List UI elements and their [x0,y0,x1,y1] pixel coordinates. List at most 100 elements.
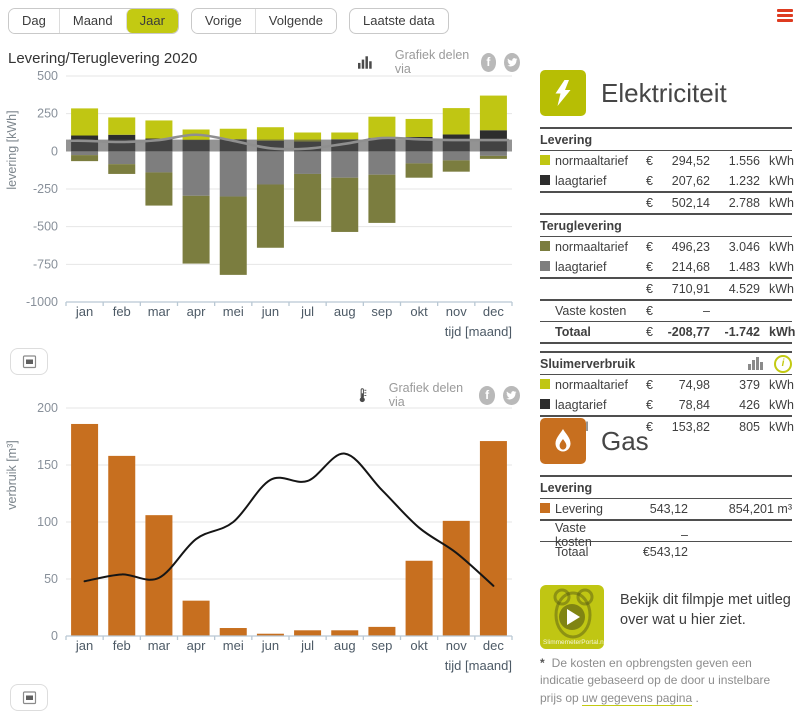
twitter-share-icon[interactable] [503,385,520,405]
view-button-dag[interactable]: Dag [9,9,59,33]
row-label: Totaal [555,325,591,339]
unit-label: kWh [769,174,794,188]
section-header: Levering [540,475,792,499]
next-button[interactable]: Volgende [254,9,337,33]
legend-swatch [540,378,555,392]
table-row: €710,91 4.529 kWh [540,277,794,301]
electricity-chart-title: Levering/Teruglevering 2020 [8,50,198,67]
table-row: Levering 543,12 854,201 m³ [540,499,792,521]
currency-symbol: € [646,174,653,188]
amount-value: 214,68 [671,260,710,274]
unit-label: kWh [769,196,794,210]
gas-panel-title: Gas [601,425,649,456]
info-icon[interactable]: i [774,354,792,373]
table-row: normaaltarief €294,52 1.556 kWh [540,151,794,171]
legend-swatch [540,240,555,254]
toolbar: Dag Maand Jaar Vorige Volgende Laatste d… [8,8,449,34]
electricity-chart: 500 250 0 -250 -500 -750 -1000 jan feb mar apr mei j… [5,70,513,339]
svg-text:-1000: -1000 [26,295,58,309]
amount-value: 496,23 [671,240,710,254]
svg-text:dec: dec [483,638,504,653]
video-thumbnail[interactable]: SlimmemeterPortal.nl [540,585,604,649]
your-data-page-link[interactable]: uw gegevens pagina [582,690,693,706]
svg-text:nov: nov [446,638,467,653]
amount-value: 78,84 [678,398,710,412]
quantity-value: 3.046 [728,240,760,254]
currency-symbol: € [646,398,653,412]
svg-text:jun: jun [261,638,279,653]
menu-icon[interactable] [777,9,793,22]
svg-text:100: 100 [37,515,58,529]
file-icon [22,690,36,704]
legend-swatch [540,154,555,168]
facebook-share-icon[interactable]: f [480,52,497,72]
svg-text:dec: dec [483,304,504,319]
gas-panel: Gas Levering Levering 543,12 854,201 m³ Vast… [540,418,792,562]
unit-label: kWh [769,398,794,412]
currency-symbol: € [646,196,653,210]
footnote-text-after: . [692,690,699,705]
currency-symbol: € [646,240,653,254]
view-button-jaar[interactable]: Jaar [125,9,178,33]
unit-label: kWh [769,240,794,254]
section-header: Sluimerverbruik i [540,351,792,375]
svg-text:0: 0 [51,144,58,158]
currency-symbol: € [646,420,653,434]
svg-text:250: 250 [37,107,58,121]
svg-text:aug: aug [334,304,356,319]
file-icon [22,354,36,368]
row-label: Vaste kosten [555,521,592,549]
table-row: €502,14 2.788 kWh [540,191,794,213]
footnote: * De kosten en opbrengsten geven een ind… [540,655,794,707]
view-button-maand[interactable]: Maand [58,9,126,33]
unit-label: kWh [769,420,794,434]
latest-data-button[interactable]: Laatste data [349,8,449,34]
legend-swatch [540,503,550,513]
legend-swatch [540,155,550,165]
amount-value: 543,12 [649,502,688,516]
export-electricity-chart-button[interactable] [10,348,48,375]
row-label: normaaltarief [555,378,628,392]
table-row: laagtarief €207,62 1.232 kWh [540,171,794,191]
svg-text:levering [kWh]: levering [kWh] [5,110,19,189]
facebook-share-icon[interactable]: f [478,385,496,405]
previous-button[interactable]: Vorige [191,9,255,33]
gas-tile [540,418,586,464]
table-row: normaaltarief €74,98 379 kWh [540,375,794,395]
video-caption: Bekijk dit filmpje met uitleg over wat u… [620,592,791,628]
currency-symbol: € [646,260,653,274]
twitter-share-icon[interactable] [504,52,520,72]
header-icons: i [748,354,792,373]
amount-value: 710,91 [671,282,710,296]
legend-swatch [540,399,550,409]
legend-swatch [540,502,555,516]
section-header-label: Levering [540,132,593,147]
svg-text:sep: sep [371,638,392,653]
section-header-label: Sluimerverbruik [540,356,636,371]
gas-share-row: Grafiek delen via f [358,381,520,409]
amount-value: 294,52 [671,154,710,168]
svg-text:0: 0 [51,629,58,643]
export-gas-chart-button[interactable] [10,684,48,711]
amount-value: €543,12 [642,545,688,559]
amount-value: – [703,304,710,318]
flame-icon [555,429,571,452]
table-row: Totaal € -208,77 -1.742 kWh [540,322,795,344]
electricity-panel: Elektriciteit Levering normaaltarief €294,… [540,70,795,437]
svg-text:150: 150 [37,458,58,472]
svg-text:-750: -750 [33,257,58,271]
svg-text:tijd [maand]: tijd [maand] [445,324,512,339]
svg-text:jun: jun [261,304,279,319]
currency-symbol: € [646,282,653,296]
gas-table: Levering Levering 543,12 854,201 m³ Vaste ko… [540,475,792,562]
quantity-value: 426 [739,398,760,412]
table-row: Vaste kosten € – [540,301,792,322]
svg-text:feb: feb [113,304,131,319]
lightning-icon [555,80,571,106]
row-label: normaaltarief [555,154,628,168]
svg-text:feb: feb [113,638,131,653]
row-label: Vaste kosten [555,304,627,318]
svg-text:jan: jan [75,304,93,319]
bar-chart-icon [358,55,372,69]
svg-text:jul: jul [300,638,314,653]
